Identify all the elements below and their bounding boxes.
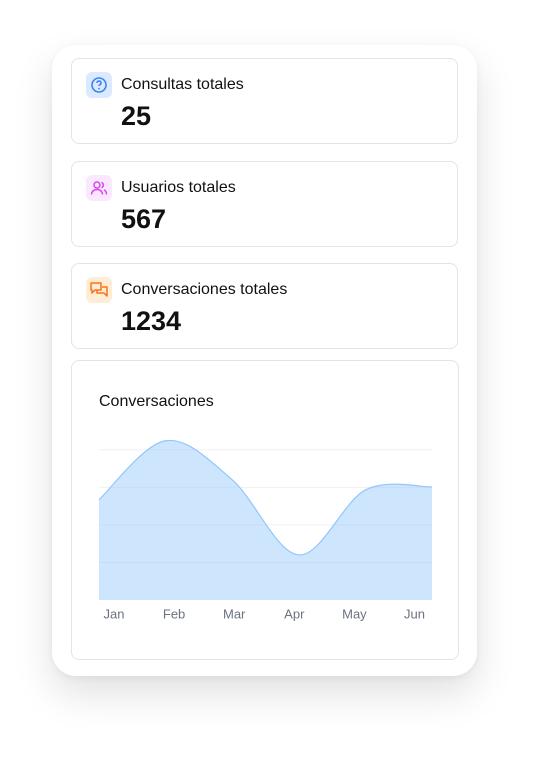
stat-label: Usuarios totales xyxy=(121,179,236,196)
stat-card: Consultas totales 25 xyxy=(71,58,458,144)
chart-card: Conversaciones Jan Feb Mar Apr May Jun xyxy=(71,360,459,660)
stat-value: 1234 xyxy=(121,306,182,336)
x-tick-label: May xyxy=(342,606,367,621)
stat-value: 567 xyxy=(121,204,167,234)
stat-card: Conversaciones totales 1234 xyxy=(71,263,458,349)
area-line xyxy=(98,439,433,556)
users-icon xyxy=(86,175,112,201)
x-tick-label: Jan xyxy=(104,606,125,621)
x-tick-label: Mar xyxy=(223,606,246,621)
stat-value: 25 xyxy=(121,101,152,131)
x-tick-label: Jun xyxy=(404,606,425,621)
chat-icon xyxy=(86,277,112,303)
stat-label: Conversaciones totales xyxy=(121,281,288,298)
x-tick-label: Feb xyxy=(163,606,185,621)
stat-card: Usuarios totales 567 xyxy=(71,161,458,247)
chart-title: Conversaciones xyxy=(99,393,214,410)
question-icon xyxy=(86,72,112,98)
stat-label: Consultas totales xyxy=(121,76,244,93)
area xyxy=(99,440,432,600)
chart: Conversaciones Jan Feb Mar Apr May Jun xyxy=(98,393,433,621)
x-tick-label: Apr xyxy=(284,606,305,621)
